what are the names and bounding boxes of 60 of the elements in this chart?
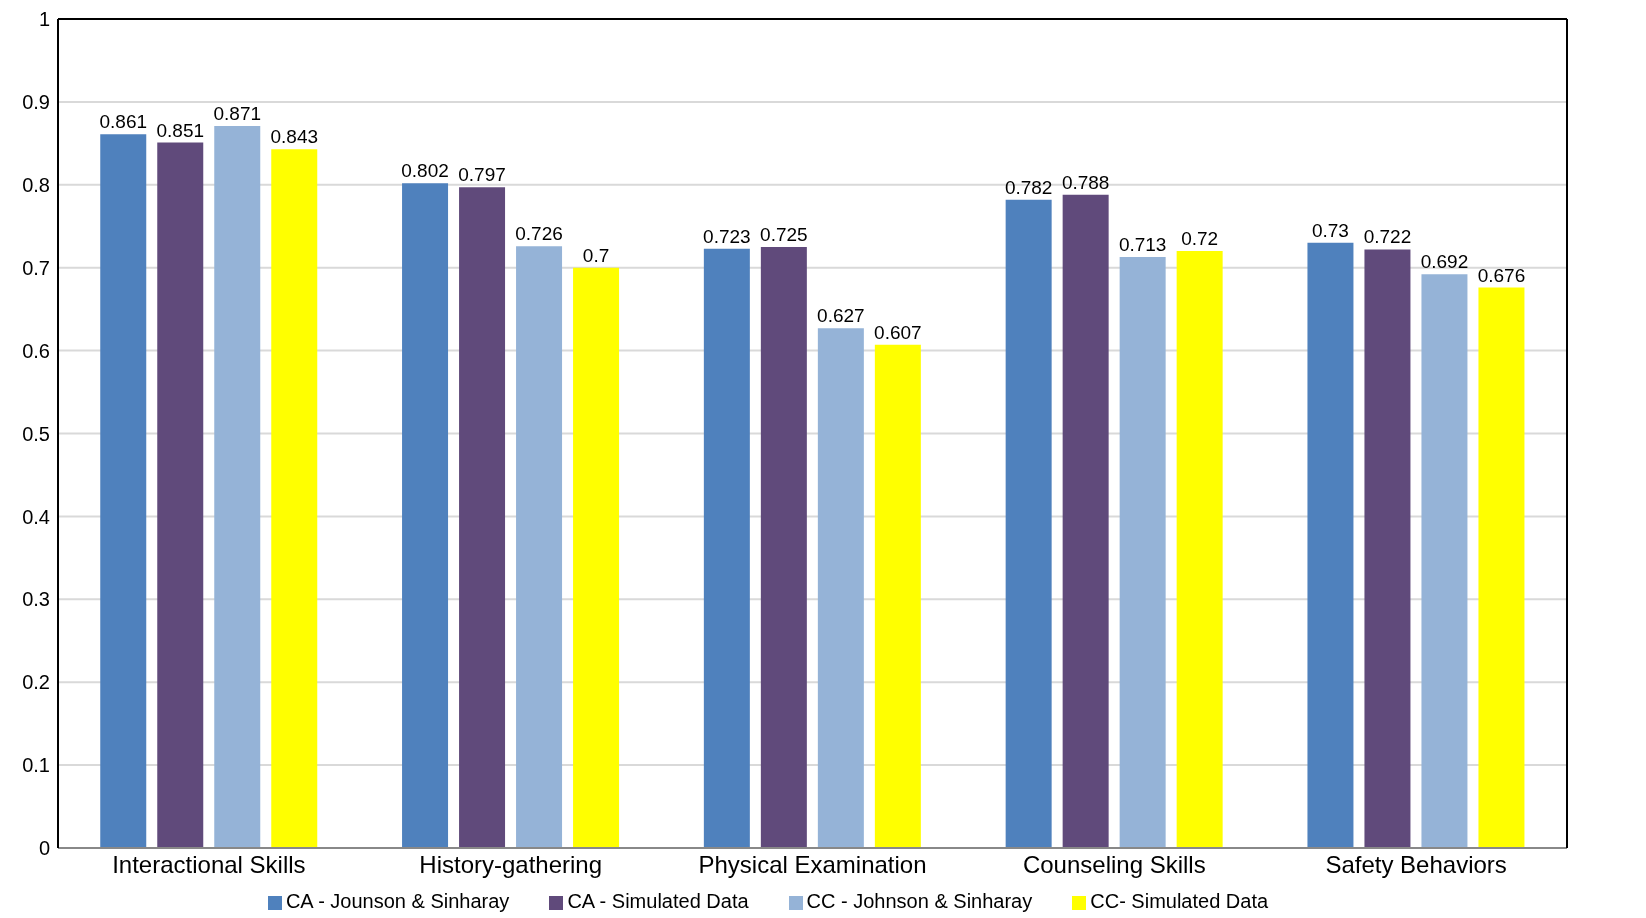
y-tick-label: 0 xyxy=(38,837,50,860)
y-tick-label: 0.4 xyxy=(22,505,50,528)
bar xyxy=(817,328,864,848)
x-tick-label: Interactional Skills xyxy=(112,851,306,879)
x-tick-label: Counseling Skills xyxy=(1022,851,1206,879)
bar xyxy=(874,344,921,848)
data-label: 0.713 xyxy=(1118,233,1167,255)
data-label: 0.788 xyxy=(1061,171,1110,193)
x-tick-label: Safety Behaviors xyxy=(1325,851,1507,879)
y-tick-label: 0.1 xyxy=(22,754,50,777)
data-label: 0.692 xyxy=(1420,251,1469,273)
data-label: 0.723 xyxy=(703,225,751,247)
bar xyxy=(402,183,449,848)
bar xyxy=(100,134,147,848)
y-tick-label: 0.5 xyxy=(22,422,50,445)
y-tick-label: 0.7 xyxy=(22,256,50,279)
bar xyxy=(1478,287,1525,848)
bar xyxy=(1421,274,1468,848)
bar xyxy=(516,246,563,848)
data-label: 0.722 xyxy=(1363,226,1412,248)
y-tick-label: 0.8 xyxy=(22,173,50,196)
x-tick-label: Physical Examination xyxy=(698,851,927,879)
y-tick-label: 1 xyxy=(38,8,50,31)
bar xyxy=(703,248,750,848)
data-label: 0.73 xyxy=(1311,219,1349,241)
bar xyxy=(459,187,506,848)
data-label: 0.861 xyxy=(99,111,148,133)
y-tick-label: 0.6 xyxy=(22,339,50,362)
legend-label: CC - Johnson & Sinharay xyxy=(806,890,1033,912)
bar xyxy=(573,267,620,848)
data-label: 0.797 xyxy=(458,164,506,186)
bar xyxy=(1307,242,1354,848)
bar xyxy=(271,149,318,848)
data-label: 0.782 xyxy=(1004,176,1053,198)
y-tick-label: 0.2 xyxy=(22,671,50,694)
bar xyxy=(1364,249,1411,848)
legend-label: CC- Simulated Data xyxy=(1090,890,1269,912)
data-label: 0.72 xyxy=(1181,228,1219,250)
y-tick-label: 0.3 xyxy=(22,588,50,611)
bar xyxy=(1005,199,1052,848)
data-label: 0.627 xyxy=(817,305,865,327)
data-label: 0.676 xyxy=(1477,264,1526,286)
data-label: 0.7 xyxy=(582,244,610,266)
data-label: 0.851 xyxy=(156,119,205,141)
bar xyxy=(1176,251,1223,848)
data-label: 0.843 xyxy=(270,126,319,148)
legend-label: CA - Jounson & Sinharay xyxy=(285,890,510,912)
legend-label: CA - Simulated Data xyxy=(567,890,749,912)
data-label: 0.607 xyxy=(874,321,922,343)
bar xyxy=(214,125,261,848)
bar xyxy=(1062,194,1109,848)
bar xyxy=(157,142,204,848)
data-label: 0.871 xyxy=(213,102,262,124)
data-label: 0.726 xyxy=(515,223,563,245)
bar xyxy=(1119,256,1166,848)
data-label: 0.725 xyxy=(760,223,808,245)
bar xyxy=(760,246,807,848)
x-tick-label: History-gathering xyxy=(419,851,603,879)
data-label: 0.802 xyxy=(401,160,449,182)
y-tick-label: 0.9 xyxy=(22,91,50,113)
